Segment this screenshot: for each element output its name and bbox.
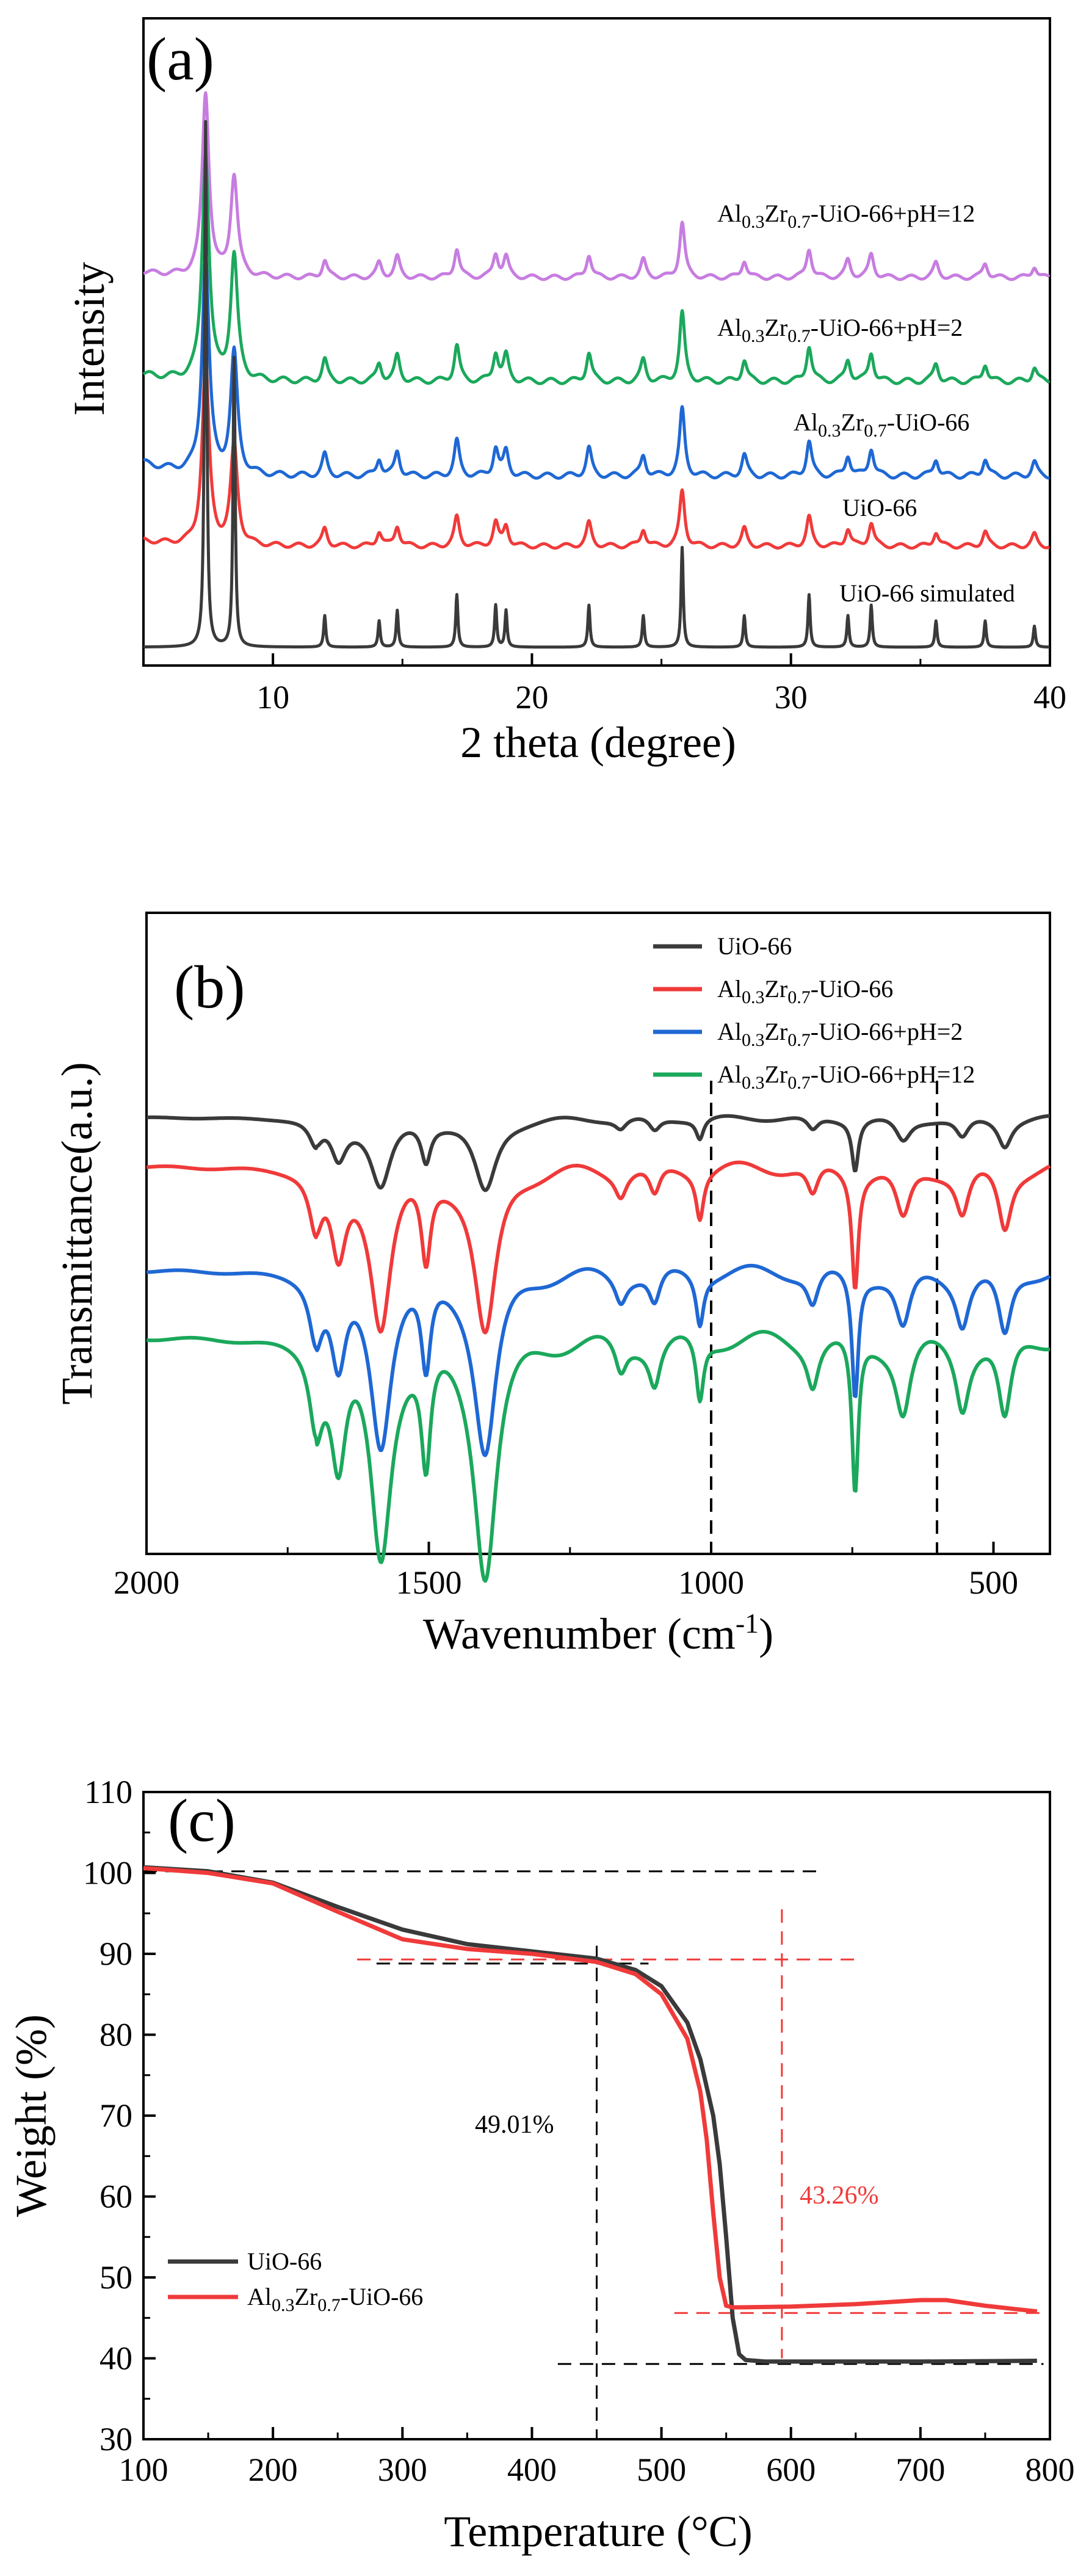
panel-c-ticks: 100 200 300 400 500 600 700 800 30 40 50 60 70 80 90 10…	[83, 1774, 1075, 2488]
y-tick-label: 50	[99, 2259, 132, 2296]
xrd-series-line	[142, 120, 1051, 649]
xrd-series-line	[142, 251, 1051, 480]
x-tick-label: 10	[256, 679, 289, 716]
legend-label-al: Al0.3Zr0.7-UiO-66	[717, 975, 893, 1007]
panel-a: (a) 10 20 30 40 Al0.3Zr0.7-UiO-66+pH=12 Al0…	[65, 17, 1066, 767]
panel-a-label-ph2: Al0.3Zr0.7-UiO-66+pH=2	[717, 314, 963, 346]
tga-series-line	[143, 1865, 1037, 2364]
x-tick-label: 200	[248, 2451, 298, 2488]
legend-label-uio66: UiO-66	[717, 932, 792, 960]
x-tick-label: 40	[1033, 679, 1066, 716]
panel-c-label: (c)	[168, 1787, 236, 1854]
panel-b-frame	[145, 912, 1051, 1555]
panel-b-y-axis-title: Transmittance(a.u.)	[52, 1062, 101, 1404]
panel-b: (b) 2000 1500 1000 500 UiO-66 Al0.3Zr0.7-Ui…	[52, 912, 1051, 1658]
panel-a-y-axis-title: Intensity	[65, 262, 114, 416]
legend-label-ph12: Al0.3Zr0.7-UiO-66+pH=12	[717, 1061, 975, 1093]
annotation-43-percent: 43.26%	[800, 2182, 879, 2210]
legend-label-c-uio66: UiO-66	[247, 2248, 322, 2275]
panel-a-label-simulated: UiO-66 simulated	[839, 579, 1015, 607]
legend-label-ph2: Al0.3Zr0.7-UiO-66+pH=2	[717, 1018, 963, 1050]
x-tick-label: 500	[637, 2451, 686, 2488]
x-tick-label: 1500	[396, 1564, 462, 1601]
y-tick-label: 90	[99, 1936, 132, 1972]
panel-b-label: (b)	[174, 953, 245, 1021]
x-tick-label: 30	[775, 679, 808, 716]
x-tick-label: 600	[766, 2451, 816, 2488]
panel-c-curves	[143, 1865, 1038, 2364]
y-tick-label: 30	[99, 2421, 132, 2458]
y-tick-label: 60	[99, 2179, 132, 2215]
x-tick-label: 300	[378, 2451, 427, 2488]
panel-a-label-uio66: UiO-66	[842, 494, 917, 521]
y-tick-label: 100	[83, 1855, 132, 1892]
panel-c-x-axis-title: Temperature (°C)	[444, 2507, 753, 2556]
x-tick-label: 2000	[114, 1564, 179, 1601]
panel-a-label-ph12: Al0.3Zr0.7-UiO-66+pH=12	[717, 200, 975, 232]
xrd-series-line	[142, 153, 1051, 385]
annotation-49-percent: 49.01%	[475, 2111, 554, 2139]
panel-a-curves	[142, 91, 1051, 649]
panel-a-frame	[142, 17, 1051, 667]
panel-a-x-ticks: 10 20 30 40	[142, 653, 1066, 716]
panel-a-x-axis-title: 2 theta (degree)	[460, 718, 736, 767]
panel-a-label-al: Al0.3Zr0.7-UiO-66	[794, 408, 969, 441]
panel-c-y-axis-title: Weight (%)	[7, 2014, 56, 2217]
panel-c: (c) 100 200 300 400 500 600 700 800 30 40 50 60 70 80…	[7, 1774, 1075, 2556]
legend-label-c-al: Al0.3Zr0.7-UiO-66	[247, 2283, 423, 2315]
y-tick-label: 80	[99, 2017, 132, 2053]
y-tick-label: 70	[99, 2097, 132, 2134]
xrd-series-line	[142, 357, 1051, 550]
x-tick-label: 1000	[678, 1564, 744, 1601]
panel-b-legend: UiO-66 Al0.3Zr0.7-UiO-66 Al0.3Zr0.7-UiO-…	[653, 932, 975, 1093]
x-tick-label: 100	[119, 2451, 168, 2488]
y-tick-label: 110	[84, 1774, 132, 1810]
x-tick-label: 20	[515, 679, 548, 716]
y-tick-label: 40	[99, 2340, 132, 2377]
ftir-series-line	[145, 1263, 1051, 1457]
xrd-series-line	[142, 91, 1051, 281]
panel-c-legend: UiO-66 Al0.3Zr0.7-UiO-66	[168, 2248, 423, 2315]
ftir-series-line	[145, 1114, 1051, 1192]
x-tick-label: 400	[507, 2451, 557, 2488]
panel-b-x-ticks: 2000 1500 1000 500	[114, 1542, 1018, 1601]
panel-b-curves	[145, 1114, 1051, 1583]
panel-a-label: (a)	[147, 25, 214, 93]
x-tick-label: 500	[969, 1564, 1018, 1601]
panel-b-reference-lines	[710, 1081, 938, 1554]
x-tick-label: 700	[895, 2451, 945, 2488]
ftir-series-line	[145, 1330, 1051, 1583]
ftir-series-line	[145, 1160, 1051, 1335]
tga-series-line	[143, 1866, 1038, 2314]
x-tick-label: 800	[1026, 2451, 1075, 2488]
panel-b-x-axis-title: Wavenumber (cm-1)	[423, 1608, 773, 1658]
